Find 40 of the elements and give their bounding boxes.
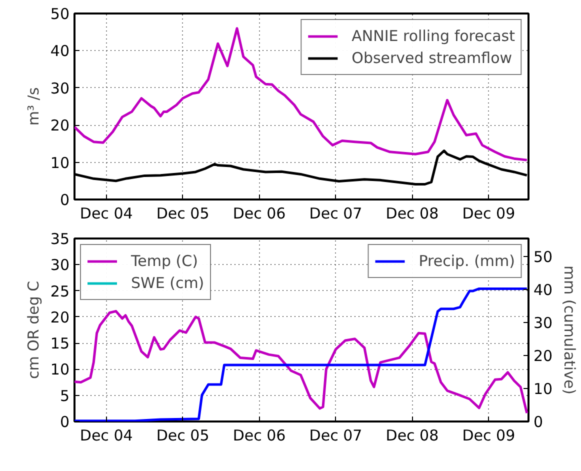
x-tick-label: Dec 06 bbox=[232, 426, 286, 444]
y2-tick-label: 0 bbox=[534, 413, 544, 431]
x-tick-label: Dec 05 bbox=[156, 426, 210, 444]
y-axis-title: m³ /s bbox=[24, 87, 42, 126]
x-tick-label: Dec 04 bbox=[80, 426, 133, 444]
x-tick-label: Dec 09 bbox=[462, 204, 516, 222]
y-tick-label: 30 bbox=[50, 256, 70, 274]
legend-label: Observed streamflow bbox=[352, 49, 512, 67]
y2-tick-label: 10 bbox=[534, 380, 553, 398]
x-tick-label: Dec 06 bbox=[232, 204, 286, 222]
y-axis-title: cm OR deg C bbox=[24, 280, 42, 380]
y-tick-label: 5 bbox=[60, 386, 70, 405]
y2-tick-label: 50 bbox=[534, 248, 553, 266]
y-tick-label: 40 bbox=[50, 42, 70, 60]
legend-label: Temp (C) bbox=[131, 252, 198, 270]
y-tick-label: 25 bbox=[50, 282, 70, 300]
x-tick-label: Dec 04 bbox=[80, 204, 133, 222]
x-tick-label: Dec 08 bbox=[386, 204, 439, 222]
x-tick-label: Dec 08 bbox=[386, 426, 439, 444]
y-tick-label: 0 bbox=[60, 413, 70, 431]
x-tick-label: Dec 09 bbox=[462, 426, 516, 444]
y-tick-label: 50 bbox=[50, 5, 70, 23]
y-tick-label: 35 bbox=[50, 230, 70, 248]
y-tick-label: 15 bbox=[50, 334, 70, 353]
x-tick-label: Dec 07 bbox=[309, 426, 362, 444]
y2-tick-label: 30 bbox=[534, 314, 553, 332]
x-tick-label: Dec 07 bbox=[309, 204, 362, 222]
x-tick-label: Dec 05 bbox=[156, 204, 210, 222]
y-tick-label: 10 bbox=[50, 360, 70, 379]
legend-label: SWE (cm) bbox=[131, 274, 204, 292]
legend-label: ANNIE rolling forecast bbox=[352, 27, 515, 45]
y-tick-label: 30 bbox=[50, 79, 70, 98]
y2-axis-title: mm (cumulative) bbox=[560, 265, 579, 395]
y2-tick-label: 20 bbox=[534, 346, 553, 365]
y-tick-label: 20 bbox=[50, 308, 70, 326]
y2-tick-label: 40 bbox=[534, 280, 553, 299]
y-tick-label: 0 bbox=[60, 191, 70, 209]
y-tick-label: 20 bbox=[50, 116, 70, 135]
y-tick-label: 10 bbox=[50, 154, 70, 172]
legend-label: Precip. (mm) bbox=[418, 252, 515, 270]
